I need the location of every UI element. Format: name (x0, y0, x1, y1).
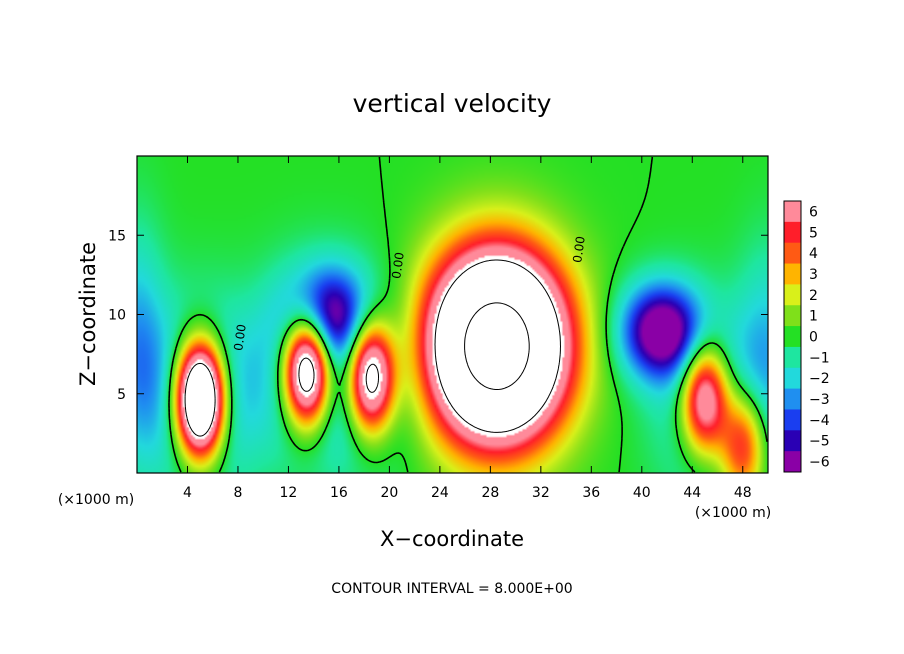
x-axis-ticks: 4 8 12 16 20 24 28 32 36 40 44 48 (183, 156, 752, 501)
colorbar-label-12: −6 (809, 455, 830, 471)
x-tick-label-20: 20 (380, 485, 398, 501)
colorbar-label-6: 0 (809, 330, 818, 346)
colorbar-label-2: 4 (809, 246, 818, 262)
y-axis-label: Z−coordinate (76, 242, 100, 386)
x-tick-label-12: 12 (280, 485, 298, 501)
plot-area (136, 155, 769, 474)
colorbar-label-5: 1 (809, 309, 818, 325)
colorbar-box-4 (784, 284, 801, 306)
colorbar: 6 5 4 3 2 1 0 −1 −2 −3 −4 −5 −6 (783, 200, 830, 473)
x-tick-label-24: 24 (431, 485, 449, 501)
x-tick-label-40: 40 (633, 485, 651, 501)
contour-label-3: 0.00 (570, 235, 588, 263)
x-tick-label-48: 48 (734, 485, 752, 501)
chart-title: vertical velocity (353, 89, 552, 118)
colorbar-label-10: −4 (809, 413, 830, 429)
colorbar-box-11 (784, 430, 801, 452)
colorbar-tick-labels: 6 5 4 3 2 1 0 −1 −2 −3 −4 −5 −6 (809, 204, 830, 470)
colorbar-box-10 (784, 409, 801, 431)
y-tick-label-10: 10 (108, 308, 126, 324)
colorbar-label-0: 6 (809, 204, 818, 220)
velocity-field-image (137, 156, 768, 473)
colorbar-box-12 (784, 451, 801, 473)
colorbar-label-3: 3 (809, 267, 818, 283)
contour-label-2: 0.00 (389, 251, 407, 279)
colorbar-box-2 (784, 242, 801, 265)
x-tick-label-4: 4 (183, 485, 192, 501)
colorbar-label-9: −3 (809, 392, 830, 408)
colorbar-label-8: −2 (809, 371, 830, 387)
colorbar-box-3 (784, 263, 801, 285)
colorbar-frame (783, 200, 802, 473)
colorbar-box-1 (784, 221, 801, 244)
y-tick-label-5: 5 (117, 387, 126, 403)
colorbar-box-5 (784, 305, 801, 327)
y-tick-label-15: 15 (108, 228, 126, 244)
x-tick-label-44: 44 (683, 485, 701, 501)
colorbar-box-7 (784, 346, 801, 369)
x-tick-label-36: 36 (582, 485, 600, 501)
colorbar-label-11: −5 (809, 434, 830, 450)
x-tick-label-32: 32 (532, 485, 550, 501)
contour-lines (168, 156, 768, 473)
colorbar-box-8 (784, 367, 801, 390)
colorbar-boxes (784, 201, 801, 473)
contour-label-1: 0.00 (231, 323, 249, 351)
contour-level-1 (168, 156, 768, 473)
colorbar-box-0 (784, 201, 801, 223)
x-axis-label: X−coordinate (380, 527, 524, 551)
colorbar-label-7: −1 (809, 350, 830, 366)
colorbar-label-4: 2 (809, 288, 818, 304)
colorbar-box-9 (784, 388, 801, 410)
x-tick-label-28: 28 (481, 485, 499, 501)
colorbar-label-1: 5 (809, 225, 818, 241)
y-axis-ticks: 5 10 15 (108, 228, 768, 403)
contour-interval-note: CONTOUR INTERVAL = 8.000E+00 (331, 581, 572, 597)
colorbar-box-6 (784, 326, 801, 348)
contour-level-2 (184, 259, 561, 437)
contour-level-3 (464, 302, 530, 390)
x-tick-label-8: 8 (233, 485, 242, 501)
x-unit-label-right: (×1000 m) (695, 505, 771, 521)
x-unit-label-left: (×1000 m) (58, 492, 134, 508)
x-tick-label-16: 16 (330, 485, 348, 501)
